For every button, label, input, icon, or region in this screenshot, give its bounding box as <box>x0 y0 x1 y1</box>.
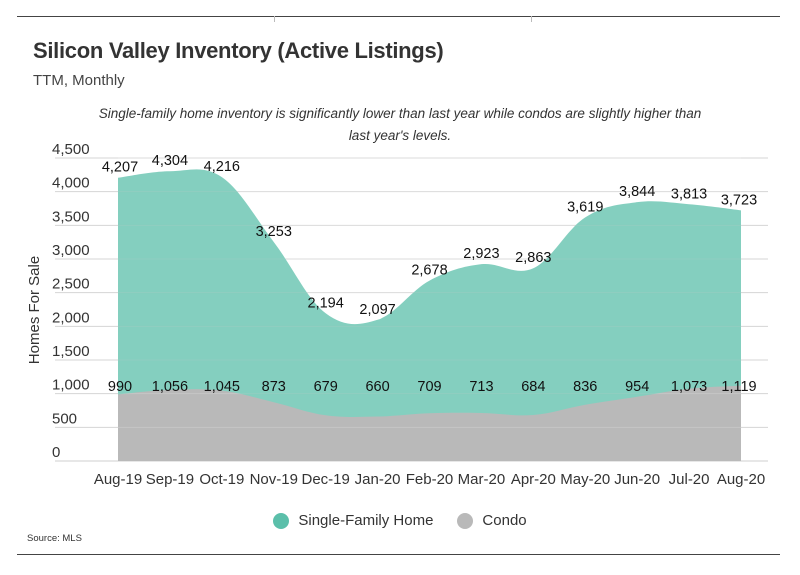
y-tick-label: 0 <box>52 444 60 461</box>
legend-item-condo[interactable]: Condo <box>457 512 527 529</box>
data-label-condo: 954 <box>625 379 649 395</box>
data-label-single-family: 2,678 <box>411 263 447 279</box>
y-tick-label: 3,000 <box>52 242 90 259</box>
data-label-single-family: 4,207 <box>102 160 138 176</box>
legend-item-single-family[interactable]: Single-Family Home <box>273 512 433 529</box>
data-label-condo: 709 <box>417 379 441 395</box>
y-tick-label: 4,500 <box>52 141 90 158</box>
x-tick-label: Jun-20 <box>614 471 660 488</box>
legend-swatch-condo <box>457 512 474 529</box>
y-tick-label: 2,000 <box>52 309 90 326</box>
legend-label-single-family: Single-Family Home <box>298 512 434 529</box>
x-tick-label: Aug-19 <box>94 471 142 488</box>
data-label-condo: 713 <box>469 379 493 395</box>
x-tick-label: Mar-20 <box>458 471 506 488</box>
data-label-single-family: 3,844 <box>619 184 655 200</box>
data-label-condo: 1,119 <box>721 379 756 395</box>
bottom-rule <box>17 554 780 555</box>
data-label-condo: 836 <box>573 379 597 395</box>
data-label-single-family: 3,723 <box>721 192 757 208</box>
y-tick-label: 2,500 <box>52 276 90 293</box>
y-tick-label: 4,000 <box>52 175 90 192</box>
y-tick-label: 500 <box>52 410 77 427</box>
x-tick-label: Aug-20 <box>717 471 765 488</box>
data-label-condo: 679 <box>314 379 338 395</box>
data-label-single-family: 2,863 <box>515 250 551 266</box>
data-label-single-family: 3,619 <box>567 199 603 215</box>
legend: Single-Family Home Condo <box>0 512 800 529</box>
top-rule <box>17 16 780 17</box>
x-tick-label: Nov-19 <box>250 471 298 488</box>
x-tick-label: Sep-19 <box>146 471 194 488</box>
y-axis-label: Homes For Sale <box>26 256 43 364</box>
series-area-condo <box>118 385 741 461</box>
legend-swatch-single-family <box>273 512 290 529</box>
data-label-condo: 684 <box>521 379 545 395</box>
y-tick-label: 1,000 <box>52 377 90 394</box>
x-tick-label: Oct-19 <box>199 471 244 488</box>
source-note: Source: MLS <box>27 533 82 544</box>
x-tick-label: Dec-19 <box>301 471 349 488</box>
top-rule-tick <box>531 16 532 22</box>
x-tick-label: Jan-20 <box>355 471 401 488</box>
data-label-single-family: 2,194 <box>308 295 344 311</box>
chart-annotation: Single-family home inventory is signific… <box>98 106 702 143</box>
y-tick-label: 3,500 <box>52 208 90 225</box>
series-area-single-family <box>118 169 741 462</box>
data-label-single-family: 2,923 <box>463 246 499 262</box>
chart-subtitle: TTM, Monthly <box>33 72 125 89</box>
data-label-single-family: 4,216 <box>204 159 240 175</box>
data-label-single-family: 3,253 <box>256 224 292 240</box>
data-label-single-family: 4,304 <box>152 153 188 169</box>
data-label-condo: 990 <box>108 379 132 395</box>
x-tick-label: Feb-20 <box>406 471 454 488</box>
legend-label-condo: Condo <box>482 512 527 529</box>
data-label-condo: 1,056 <box>152 379 188 395</box>
top-rule-tick <box>274 16 275 22</box>
data-label-single-family: 3,813 <box>671 186 707 202</box>
chart-title: Silicon Valley Inventory (Active Listing… <box>33 38 444 63</box>
y-tick-label: 1,500 <box>52 343 90 360</box>
data-label-condo: 660 <box>365 379 389 395</box>
x-tick-label: May-20 <box>560 471 610 488</box>
data-label-condo: 1,045 <box>204 379 240 395</box>
data-label-single-family: 2,097 <box>359 302 395 318</box>
data-label-condo: 1,073 <box>671 379 707 395</box>
data-label-condo: 873 <box>262 379 286 395</box>
x-tick-label: Apr-20 <box>511 471 556 488</box>
x-tick-label: Jul-20 <box>669 471 710 488</box>
